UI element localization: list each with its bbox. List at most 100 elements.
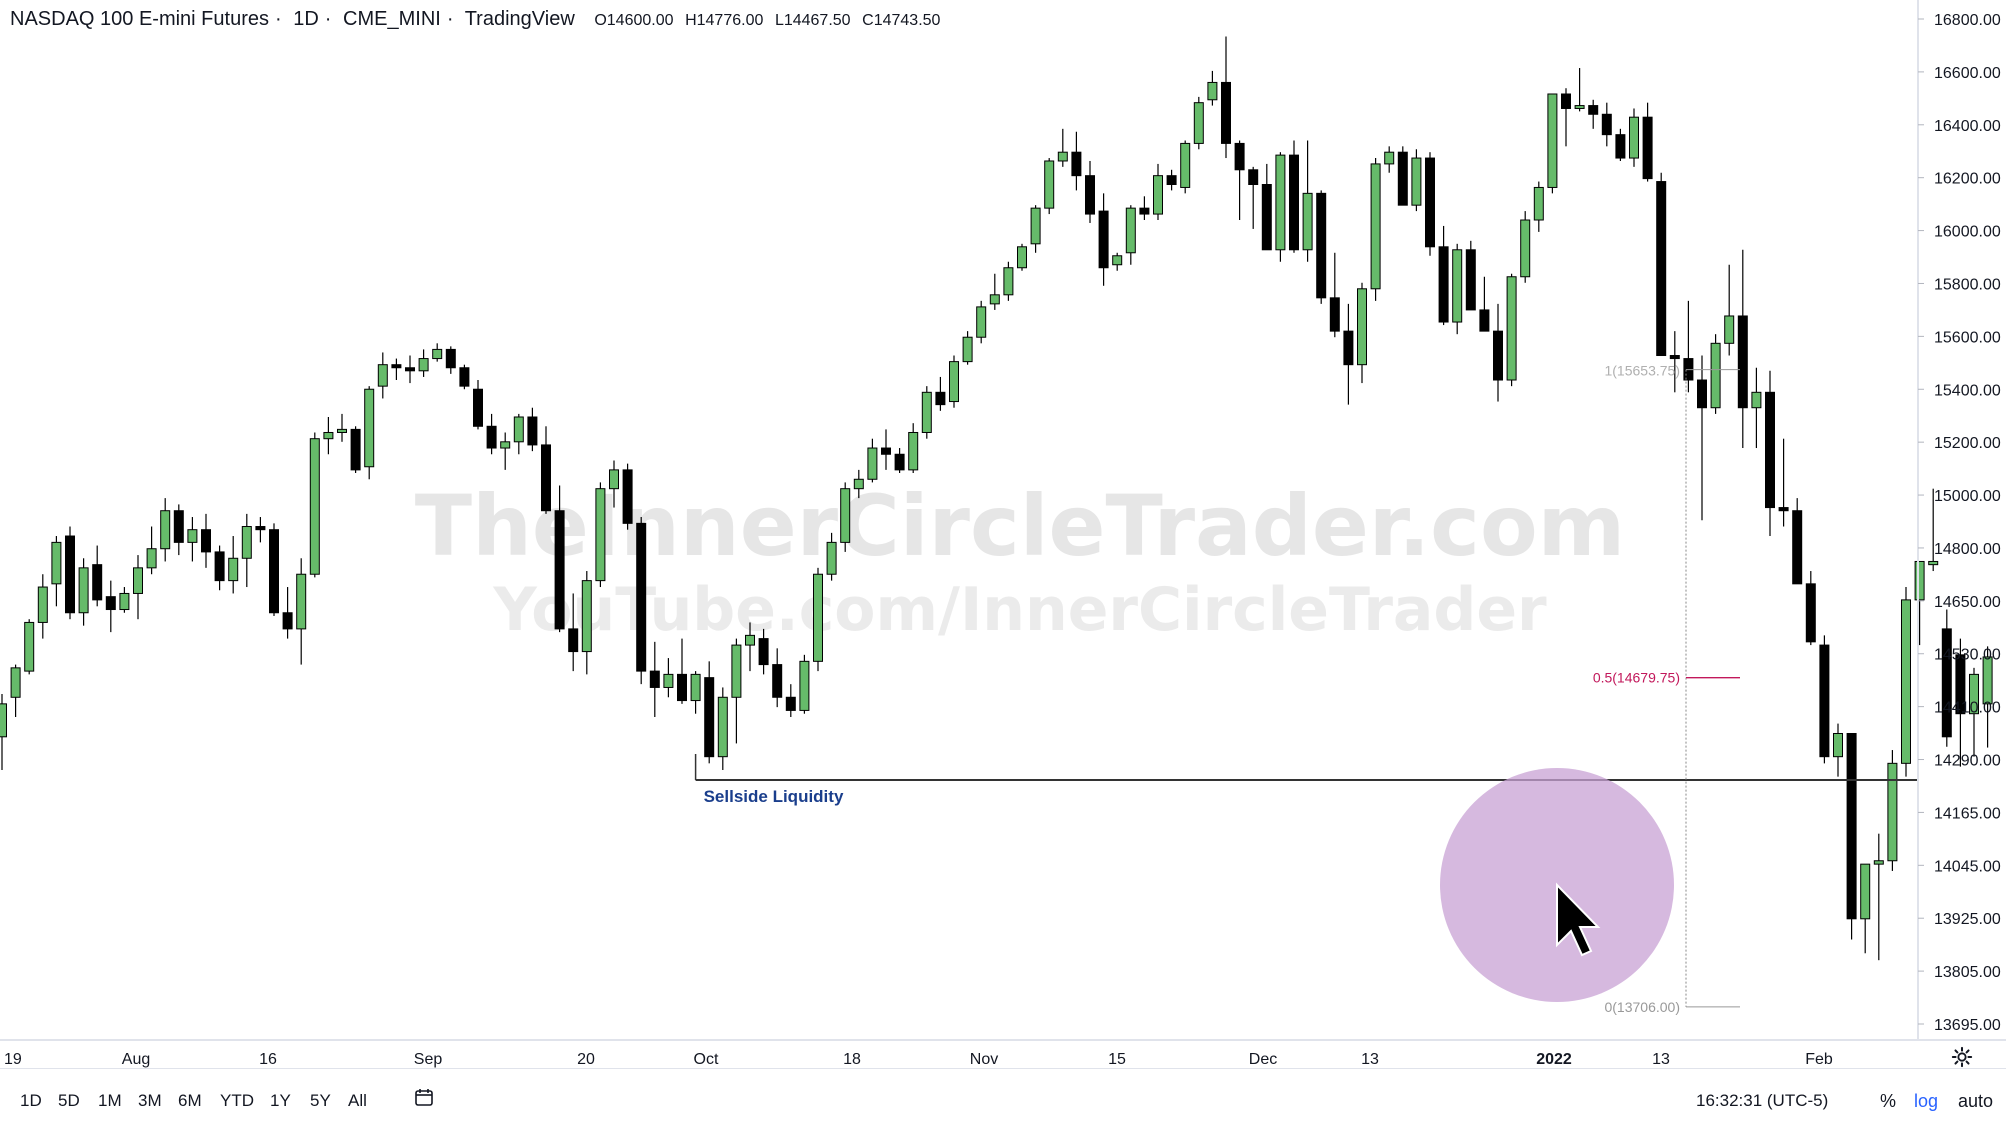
candle[interactable]: [1642, 102, 1653, 182]
candle[interactable]: [976, 300, 987, 344]
log-scale-toggle[interactable]: log: [1914, 1091, 1939, 1111]
candle[interactable]: [1085, 160, 1095, 223]
candle[interactable]: [1901, 587, 1911, 777]
range-1m-button[interactable]: 1M: [98, 1091, 122, 1110]
percent-scale-toggle[interactable]: %: [1880, 1091, 1897, 1111]
candle[interactable]: [241, 513, 252, 588]
candle[interactable]: [24, 619, 35, 675]
candle[interactable]: [1180, 140, 1191, 194]
candle[interactable]: [1302, 140, 1313, 262]
candle[interactable]: [1044, 158, 1055, 215]
candle[interactable]: [1316, 190, 1327, 304]
candle[interactable]: [377, 352, 388, 399]
candle[interactable]: [473, 380, 483, 430]
candle[interactable]: [663, 658, 674, 698]
candle[interactable]: [636, 517, 647, 685]
candle[interactable]: [1819, 635, 1830, 764]
candle[interactable]: [799, 654, 810, 714]
candle[interactable]: [1343, 303, 1354, 405]
candle[interactable]: [1656, 172, 1667, 357]
candle[interactable]: [445, 346, 456, 374]
candle[interactable]: [581, 571, 592, 675]
candle[interactable]: [1261, 163, 1272, 251]
candle[interactable]: [65, 526, 75, 620]
candle[interactable]: [1982, 646, 1993, 748]
candle[interactable]: [228, 536, 239, 594]
candle[interactable]: [10, 664, 21, 718]
candle[interactable]: [1710, 334, 1721, 414]
candle[interactable]: [1969, 667, 1979, 757]
candle[interactable]: [1792, 498, 1803, 585]
candle[interactable]: [1125, 205, 1136, 265]
range-ytd-button[interactable]: YTD: [220, 1091, 254, 1110]
candle[interactable]: [282, 587, 293, 639]
candle[interactable]: [1289, 140, 1299, 253]
range-1d-button[interactable]: 1D: [20, 1091, 42, 1110]
candle[interactable]: [0, 694, 7, 770]
candle[interactable]: [1914, 560, 1925, 646]
candle[interactable]: [37, 574, 48, 639]
candle[interactable]: [309, 432, 320, 578]
candle[interactable]: [622, 463, 633, 530]
candle[interactable]: [1846, 732, 1857, 940]
candle[interactable]: [133, 555, 143, 620]
candle[interactable]: [813, 567, 823, 672]
candle[interactable]: [1221, 36, 1231, 159]
candle[interactable]: [921, 386, 932, 439]
candle[interactable]: [894, 448, 905, 474]
candle[interactable]: [173, 504, 184, 556]
candle[interactable]: [1003, 261, 1014, 301]
candle[interactable]: [1479, 276, 1490, 332]
candle[interactable]: [1506, 273, 1517, 387]
price-axis[interactable]: 16800.00 16600.00 16400.00 16200.00 16000.00…: [1918, 12, 2001, 1034]
candle[interactable]: [1234, 140, 1245, 221]
candle[interactable]: [323, 416, 334, 455]
candle[interactable]: [51, 536, 62, 607]
candle[interactable]: [513, 413, 524, 455]
candle[interactable]: [1166, 169, 1177, 191]
candle[interactable]: [187, 517, 198, 562]
candle[interactable]: [1588, 99, 1599, 129]
candle[interactable]: [1057, 128, 1068, 167]
candle[interactable]: [1493, 303, 1503, 402]
candle[interactable]: [962, 331, 973, 365]
candle[interactable]: [1384, 146, 1395, 173]
candle[interactable]: [609, 460, 619, 508]
candle[interactable]: [1737, 249, 1748, 449]
candle[interactable]: [269, 523, 279, 616]
candle[interactable]: [1248, 166, 1259, 229]
candle[interactable]: [1357, 282, 1367, 384]
candle[interactable]: [785, 684, 796, 718]
candle[interactable]: [568, 593, 579, 672]
gear-icon[interactable]: [1951, 1046, 1973, 1068]
candle[interactable]: [1520, 211, 1531, 283]
range-1y-button[interactable]: 1Y: [270, 1091, 291, 1110]
candle[interactable]: [649, 641, 660, 718]
candle[interactable]: [731, 638, 742, 744]
candle[interactable]: [1425, 152, 1435, 256]
candle[interactable]: [1397, 146, 1408, 206]
range-3m-button[interactable]: 3M: [138, 1091, 162, 1110]
candle[interactable]: [717, 687, 728, 770]
candle[interactable]: [1928, 488, 1939, 572]
candle[interactable]: [1697, 355, 1707, 521]
candle[interactable]: [840, 482, 851, 552]
range-5d-button[interactable]: 5D: [58, 1091, 80, 1110]
candle[interactable]: [391, 358, 402, 381]
candle[interactable]: [1275, 152, 1286, 262]
candle[interactable]: [1860, 863, 1871, 954]
candle[interactable]: [1547, 93, 1558, 194]
candle[interactable]: [1601, 102, 1612, 147]
candle[interactable]: [337, 413, 347, 442]
candle[interactable]: [500, 432, 511, 470]
candle[interactable]: [78, 558, 89, 626]
candle[interactable]: [867, 438, 878, 483]
candle[interactable]: [989, 273, 1000, 310]
candle[interactable]: [1071, 131, 1082, 191]
candle[interactable]: [1370, 158, 1381, 301]
candle[interactable]: [1574, 68, 1585, 112]
candle[interactable]: [1112, 252, 1123, 271]
candle[interactable]: [296, 558, 307, 665]
candle[interactable]: [853, 469, 864, 499]
candle[interactable]: [1724, 264, 1735, 356]
